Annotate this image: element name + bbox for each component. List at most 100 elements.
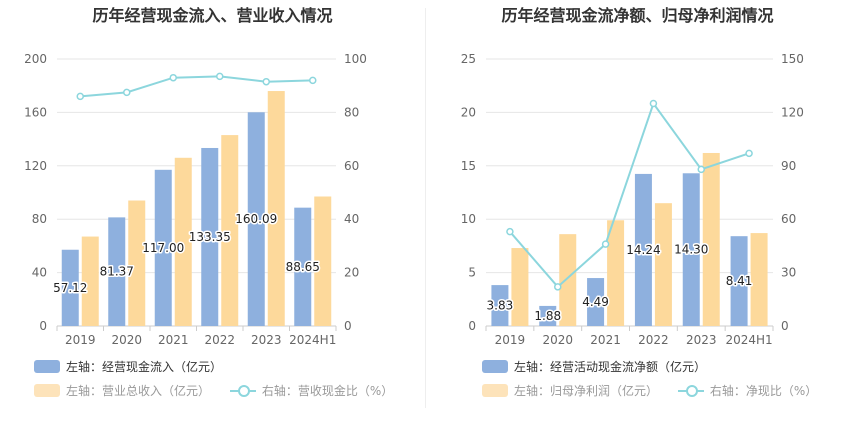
panel-divider <box>425 8 426 408</box>
bar-secondary <box>559 234 577 326</box>
legend-label: 右轴：净现比（%） <box>709 384 818 398</box>
bar-primary <box>730 236 748 326</box>
left-axis-tick-label: 20 <box>461 105 476 119</box>
x-axis-tick-label: 2024H1 <box>725 333 772 345</box>
ratio-point <box>745 149 753 158</box>
legend-label: 左轴：经营现金流入（亿元） <box>66 360 223 374</box>
bar-primary <box>108 217 126 326</box>
ratio-point <box>123 88 131 97</box>
left-axis-tick-label: 5 <box>468 266 476 280</box>
net-cashflow-profit-chart: 历年经营现金流净额、归母净利润情况 0 5 10 15 20 25 0 30 60 90 120 15… <box>425 0 850 437</box>
right-axis-tick-label: 80 <box>344 105 359 119</box>
legend-label: 右轴：营收现金比（%） <box>261 384 394 398</box>
ratio-point <box>554 283 562 291</box>
ratio-line <box>80 75 313 98</box>
bar-secondary <box>607 220 625 326</box>
bar-primary <box>201 147 219 326</box>
x-axis-tick-label: 2021 <box>158 333 189 345</box>
right-axis-tick-label: 60 <box>344 159 359 173</box>
left-axis-tick-label: 15 <box>461 159 476 173</box>
bar-data-label: 1.88 <box>534 309 561 323</box>
legend-label: 左轴：经营活动现金流净额（亿元） <box>514 360 707 374</box>
bar-data-label: 88.65 <box>286 260 320 274</box>
bar-primary <box>247 112 265 326</box>
bar-primary <box>682 173 700 326</box>
x-axis-tick-label: 2022 <box>204 333 235 345</box>
legend-item-net-cash-ratio[interactable]: 右轴：净现比（%） <box>677 382 818 399</box>
legend-swatch <box>482 384 508 397</box>
bar-data-label: 4.49 <box>582 295 609 309</box>
right-axis-tick-label: 90 <box>781 159 796 173</box>
legend-swatch <box>482 360 508 373</box>
left-axis-tick-label: 0 <box>39 319 47 333</box>
ratio-point <box>309 76 317 85</box>
bar-primary <box>539 305 557 326</box>
right-axis-tick-label: 150 <box>781 52 804 66</box>
bar-data-label: 14.30 <box>674 243 708 257</box>
legend-item-revenue[interactable]: 左轴：营业总收入（亿元） <box>34 382 210 399</box>
bar-primary <box>294 207 312 326</box>
bar-data-label: 57.12 <box>53 281 87 295</box>
legend-item-cash-revenue-ratio[interactable]: 右轴：营收现金比（%） <box>229 382 394 399</box>
right-axis-tick-label: 30 <box>781 266 796 280</box>
legend: 左轴：经营现金流入（亿元） <box>34 358 238 376</box>
left-axis-tick-label: 120 <box>24 159 47 173</box>
legend-swatch <box>34 360 60 373</box>
right-axis-tick-label: 0 <box>781 319 789 333</box>
x-axis-tick-label: 2019 <box>65 333 96 345</box>
bar-primary <box>491 285 509 326</box>
x-axis-tick-label: 2019 <box>495 333 526 345</box>
chart-title: 历年经营现金流入、营业收入情况 <box>92 6 333 25</box>
x-axis-tick-label: 2023 <box>251 333 282 345</box>
ratio-point <box>601 240 610 248</box>
bar-secondary <box>267 91 285 326</box>
left-axis-tick-label: 40 <box>32 266 47 280</box>
ratio-point <box>649 99 658 108</box>
ratio-point <box>697 165 705 174</box>
right-axis-tick-label: 100 <box>344 52 367 66</box>
bar-data-label: 3.83 <box>487 299 514 313</box>
bar-secondary <box>174 157 192 326</box>
legend-item-net-cashflow[interactable]: 左轴：经营活动现金流净额（亿元） <box>482 358 706 375</box>
bar-secondary <box>750 233 768 326</box>
ratio-point <box>262 77 270 86</box>
bar-secondary <box>221 135 239 326</box>
legend-label: 左轴：归母净利润（亿元） <box>514 384 659 398</box>
legend: 左轴：营业总收入（亿元） 右轴：营收现金比（%） <box>34 382 409 400</box>
left-axis-tick-label: 160 <box>24 105 47 119</box>
chart-plot-area: 0 40 80 120 160 200 0 20 40 60 80 100 2019 2020 2021 20… <box>24 52 367 345</box>
x-axis-tick-label: 2020 <box>542 333 573 345</box>
bar-primary <box>634 173 652 326</box>
chart-plot-area: 0 5 10 15 20 25 0 30 60 90 120 150 2019 2020 2021 2022 2… <box>461 52 804 345</box>
x-axis-tick-label: 2020 <box>111 333 142 345</box>
bar-secondary <box>702 152 720 326</box>
bar-secondary <box>81 236 99 326</box>
bar-data-label: 160.09 <box>235 212 277 226</box>
ratio-point <box>76 92 84 101</box>
legend-item-cash-inflow[interactable]: 左轴：经营现金流入（亿元） <box>34 358 222 375</box>
x-axis-tick-label: 2021 <box>590 333 621 345</box>
bar-data-label: 81.37 <box>100 265 134 279</box>
bar-data-label: 14.24 <box>626 243 660 257</box>
bar-data-label: 117.00 <box>142 241 184 255</box>
right-axis-tick-label: 0 <box>344 319 352 333</box>
legend-swatch <box>229 384 256 397</box>
bar-secondary <box>314 196 332 326</box>
right-axis-tick-label: 120 <box>781 105 804 119</box>
legend-swatch <box>34 384 60 397</box>
left-axis-tick-label: 200 <box>24 52 47 66</box>
bar-primary <box>61 249 79 326</box>
legend-item-net-profit[interactable]: 左轴：归母净利润（亿元） <box>482 382 658 399</box>
ratio-point <box>506 227 514 236</box>
chart-title: 历年经营现金流净额、归母净利润情况 <box>501 6 774 25</box>
bar-primary <box>154 169 172 326</box>
x-axis-tick-label: 2024H1 <box>289 333 336 345</box>
bar-primary <box>587 278 605 326</box>
cashflow-revenue-chart: 历年经营现金流入、营业收入情况 0 40 80 120 160 200 0 20 40 60 80 1… <box>24 6 409 400</box>
bar-data-label: 133.35 <box>189 230 231 244</box>
bar-data-label: 8.41 <box>726 274 753 288</box>
left-axis-tick-label: 0 <box>468 319 476 333</box>
bar-secondary <box>654 203 672 326</box>
x-axis-tick-label: 2023 <box>686 333 717 345</box>
legend-swatch <box>677 384 704 397</box>
